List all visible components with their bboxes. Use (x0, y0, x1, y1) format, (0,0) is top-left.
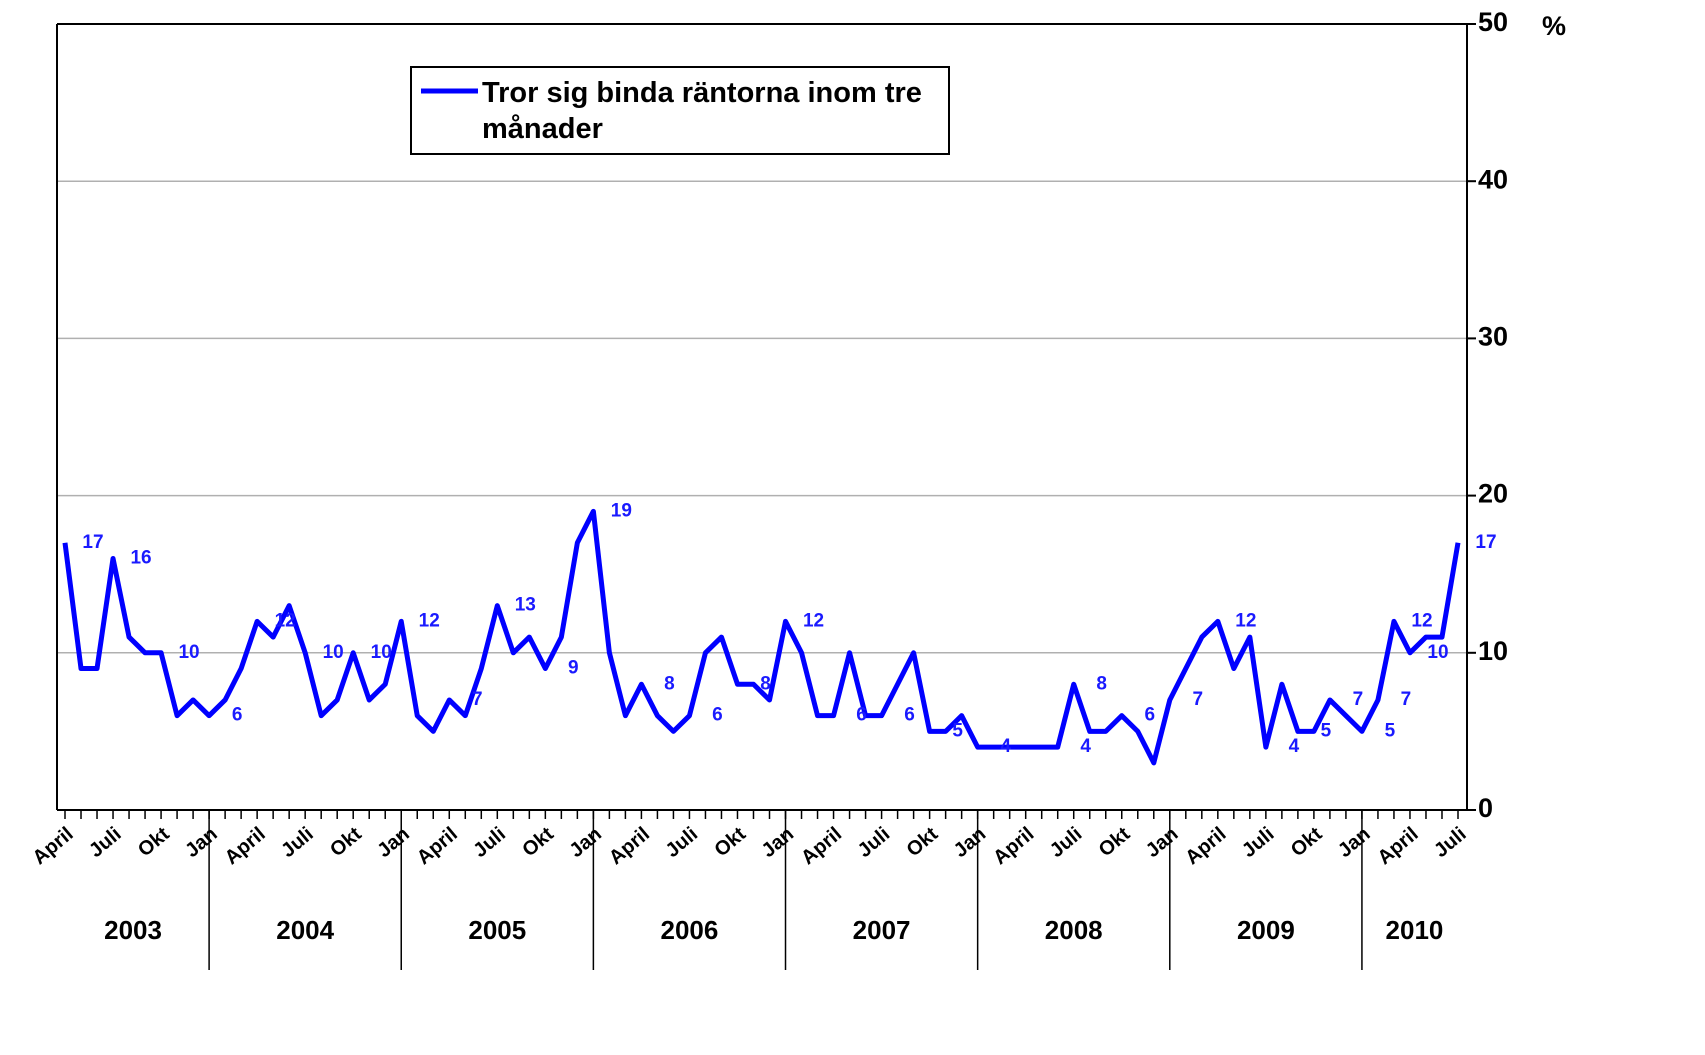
x-tick-label: Juli (1238, 823, 1279, 862)
data-label: 6 (904, 705, 915, 726)
x-tick-label: Okt (326, 823, 366, 862)
data-label: 12 (419, 610, 440, 631)
data-label: 5 (1385, 720, 1396, 741)
y-tick-label: 20 (1478, 479, 1508, 509)
series-line (62, 508, 1461, 766)
data-label: 8 (664, 673, 675, 694)
legend-label-box: Tror sig binda räntorna inom tre månader (482, 77, 922, 145)
x-tick-label: Okt (903, 823, 943, 862)
data-label: 6 (1144, 705, 1155, 726)
data-label: 7 (1193, 689, 1204, 710)
x-tick-label: April (989, 823, 1038, 869)
data-label: 12 (803, 610, 824, 631)
x-tick-label: Jan (1142, 823, 1183, 862)
data-label: 7 (472, 689, 483, 710)
data-label: 12 (275, 610, 296, 631)
data-label: 8 (1096, 673, 1107, 694)
data-label: 4 (1080, 736, 1091, 757)
x-tick-label: April (1374, 823, 1423, 869)
x-tick-label: Jan (1334, 823, 1375, 862)
x-tick-label: Okt (1287, 823, 1327, 862)
data-label: 19 (611, 500, 632, 521)
year-label: 2008 (1045, 915, 1103, 945)
data-label: 5 (952, 720, 963, 741)
data-label: 17 (1475, 532, 1496, 553)
x-tick-label: Juli (854, 823, 895, 862)
x-tick-label: Juli (469, 823, 510, 862)
x-tick-label: Juli (85, 823, 126, 862)
y-tick-label: 30 (1478, 322, 1508, 352)
x-tick-label: Juli (1046, 823, 1087, 862)
y-tick-label: 50 (1478, 7, 1508, 37)
data-label: 16 (130, 547, 151, 568)
legend: Tror sig binda räntorna inom tre månader (410, 66, 950, 155)
year-label: 2009 (1237, 915, 1295, 945)
data-label: 4 (1000, 736, 1011, 757)
x-tick-label: April (221, 823, 270, 869)
data-label: 9 (568, 658, 579, 679)
x-tick-label: Juli (662, 823, 703, 862)
x-tick-label: April (1181, 823, 1230, 869)
data-label: 10 (1427, 642, 1448, 663)
x-tick-label: Okt (518, 823, 558, 862)
data-label: 12 (1235, 610, 1256, 631)
x-tick-label: Juli (277, 823, 318, 862)
year-label: 2007 (853, 915, 911, 945)
data-label: 10 (178, 642, 199, 663)
data-label: 6 (856, 705, 867, 726)
data-label: 10 (323, 642, 344, 663)
data-label: 7 (1353, 689, 1364, 710)
y-tick-label: 0 (1478, 793, 1493, 823)
data-label: 6 (712, 705, 723, 726)
x-tick-label: Jan (181, 823, 222, 862)
x-tick-label: April (797, 823, 846, 869)
year-label: 2004 (276, 915, 334, 945)
x-tick-label: April (605, 823, 654, 869)
legend-label: Tror sig binda räntorna inom tre månader (482, 77, 922, 145)
data-label: 6 (232, 705, 243, 726)
year-label: 2003 (104, 915, 162, 945)
x-tick-label: Okt (1095, 823, 1135, 862)
x-tick-label: April (29, 823, 78, 869)
x-tick-label: Juli (1430, 823, 1471, 862)
y-tick-label: 10 (1478, 636, 1508, 666)
y-tick-label: 40 (1478, 164, 1508, 194)
data-label: 17 (82, 532, 103, 553)
legend-box (410, 66, 950, 155)
data-label: 7 (1401, 689, 1412, 710)
x-tick-label: Jan (758, 823, 799, 862)
data-label: 5 (1321, 720, 1332, 741)
x-tick-label: Okt (710, 823, 750, 862)
year-label: 2005 (468, 915, 526, 945)
x-tick-label: Jan (565, 823, 606, 862)
x-tick-label: April (413, 823, 462, 869)
year-label: 2006 (661, 915, 719, 945)
data-label: 8 (760, 673, 771, 694)
data-label: 4 (1289, 736, 1300, 757)
data-label: 12 (1411, 610, 1432, 631)
y-unit: % (1542, 11, 1566, 41)
data-label: 13 (515, 595, 536, 616)
x-tick-label: Jan (950, 823, 991, 862)
x-tick-label: Okt (134, 823, 174, 862)
data-label: 10 (371, 642, 392, 663)
x-tick-label: Jan (373, 823, 414, 862)
year-label: 2010 (1386, 915, 1444, 945)
